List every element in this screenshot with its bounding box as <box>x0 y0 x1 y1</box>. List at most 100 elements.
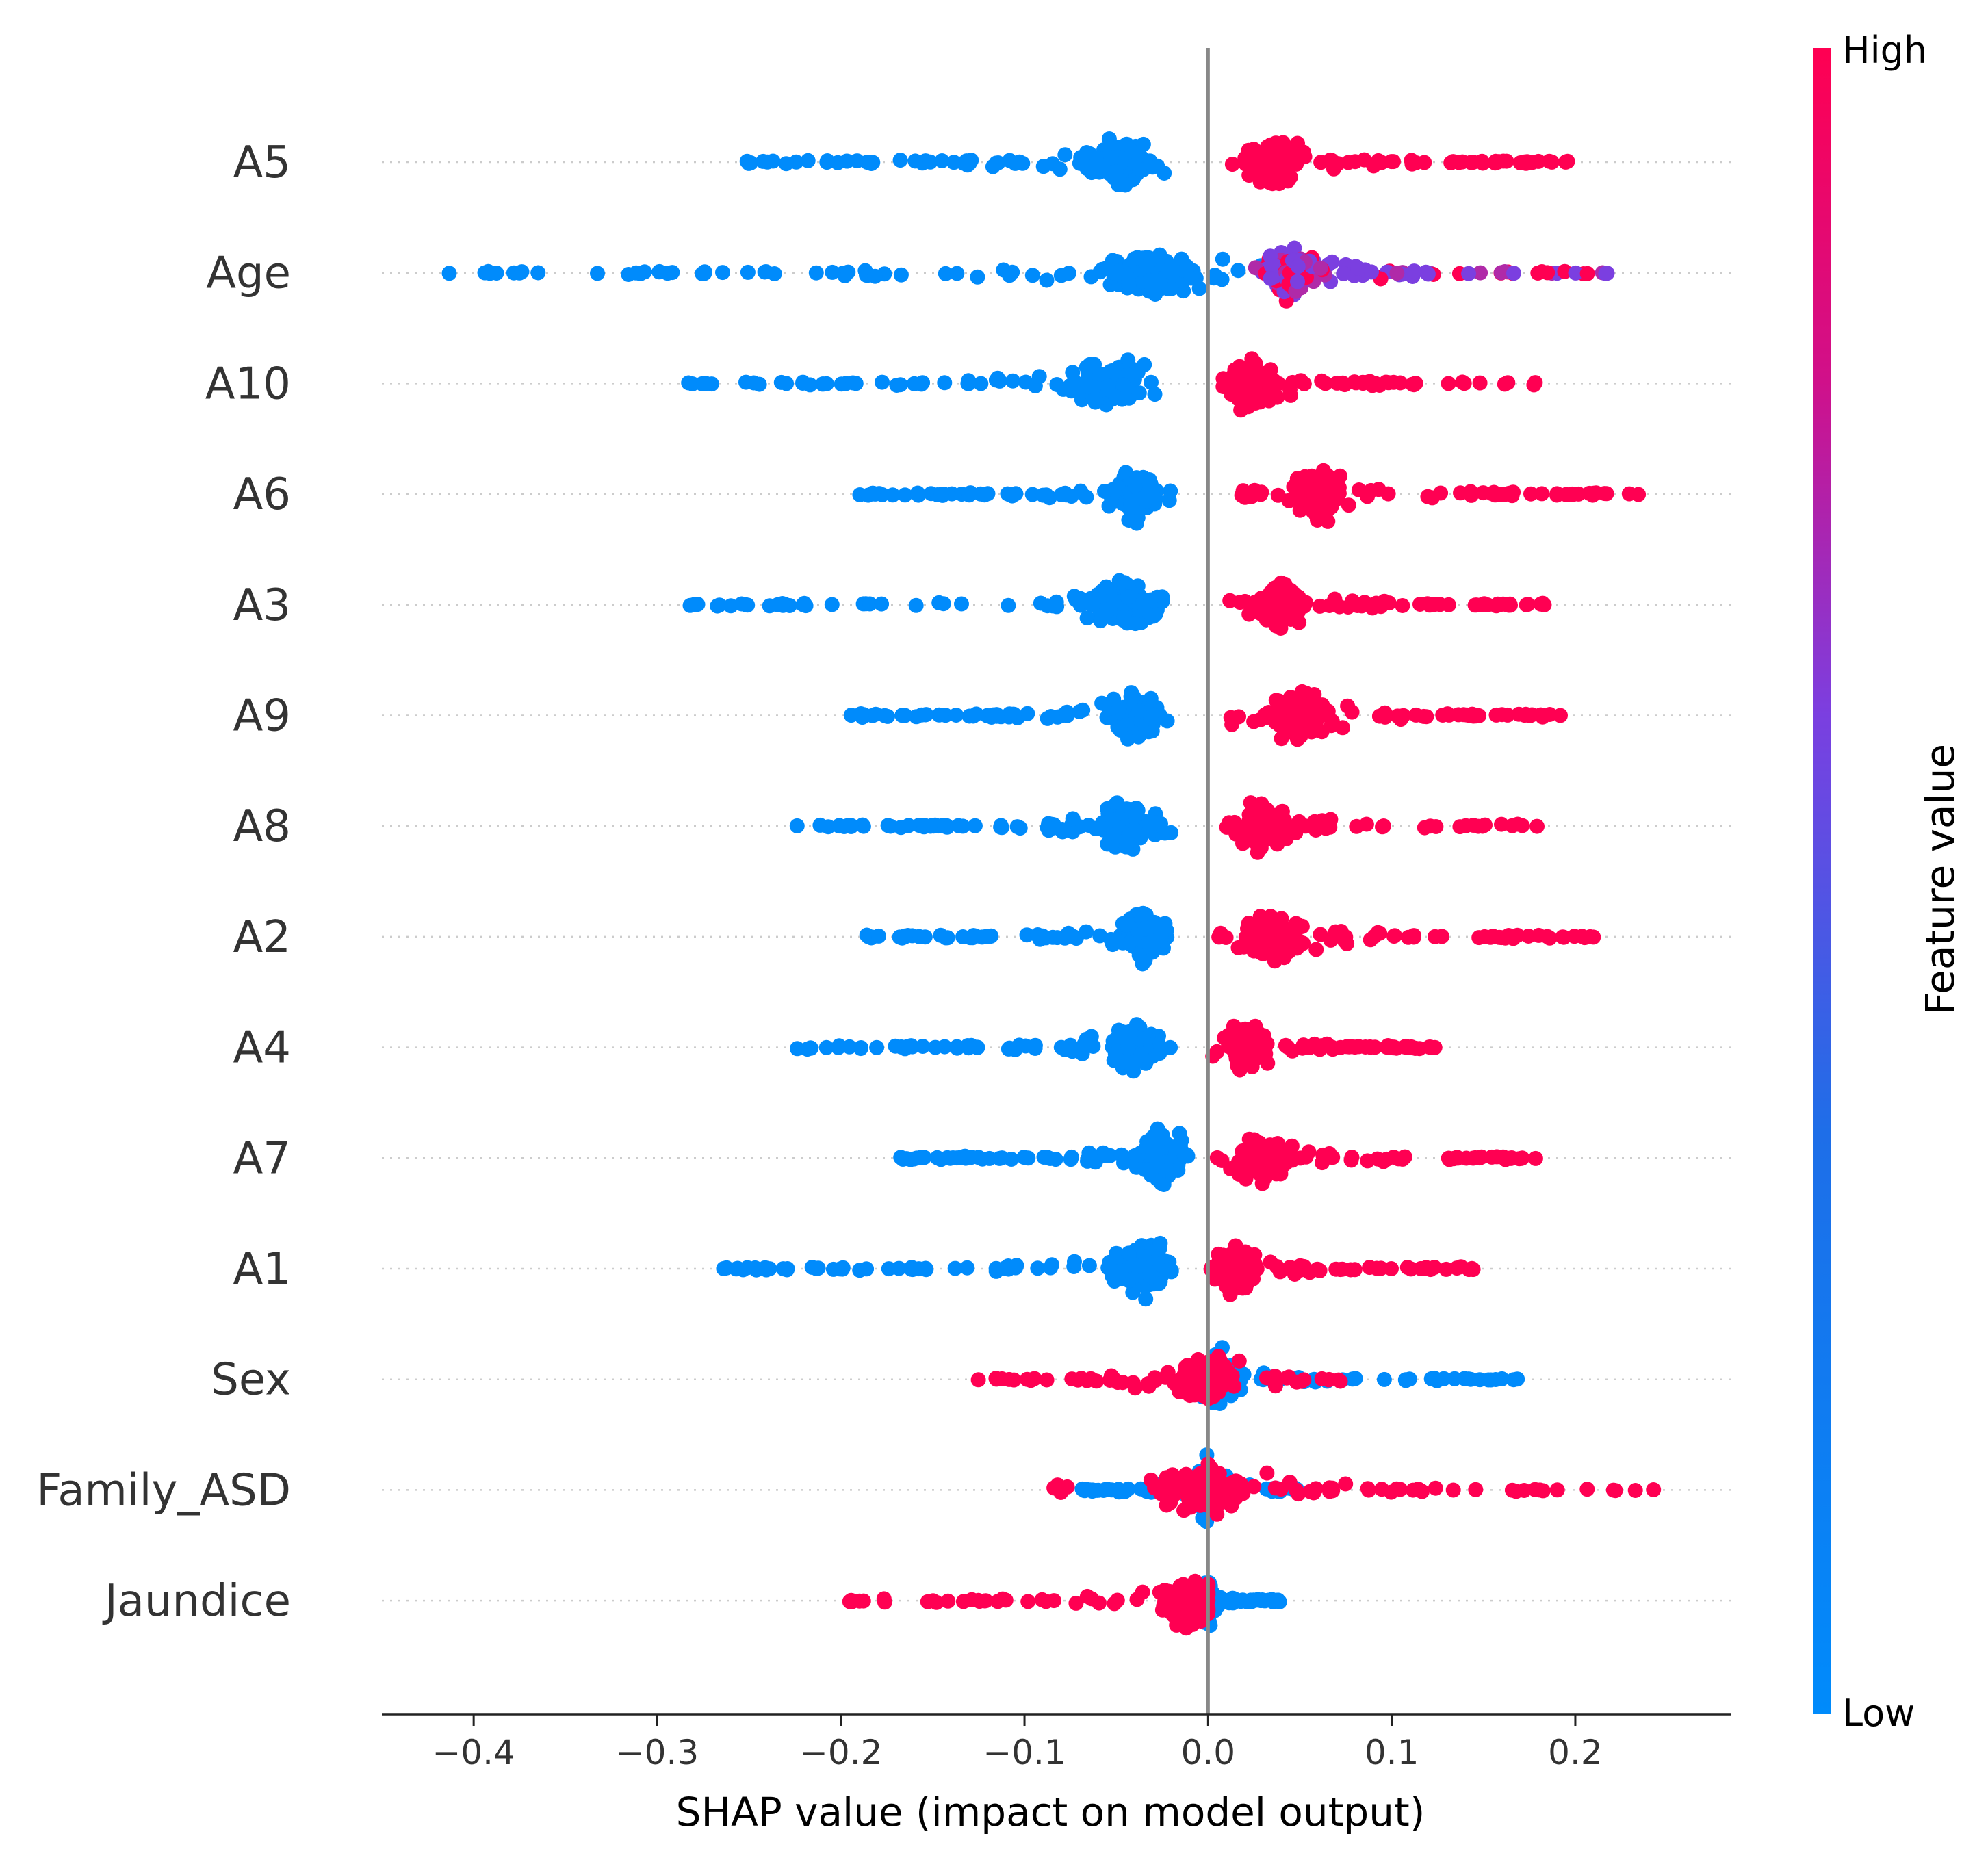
shap-point-a10-low <box>915 375 931 391</box>
shap-point-a2-low <box>1019 927 1035 943</box>
shap-point-a6-high <box>1305 501 1321 517</box>
shap-point-a7-high <box>1266 1150 1281 1165</box>
shap-point-a3-low <box>954 596 969 612</box>
shap-point-family-asd-high <box>1535 1483 1551 1499</box>
shap-point-sex-low <box>1376 1371 1392 1387</box>
shap-point-a5-high <box>1330 156 1346 172</box>
shap-point-a1-low <box>1152 1235 1168 1251</box>
shap-point-a4-low <box>894 1039 909 1055</box>
shap-point-a10-low <box>1115 377 1131 393</box>
shap-point-a5-low <box>1118 177 1133 193</box>
shap-point-a1-low <box>809 1260 825 1276</box>
shap-point-a9-high <box>1395 708 1411 723</box>
shap-point-a5-high <box>1499 153 1514 169</box>
shap-point-family-asd-high <box>1219 1477 1235 1493</box>
shap-point-a4-high <box>1423 1039 1438 1055</box>
shap-point-a6-low <box>1035 487 1051 503</box>
shap-point-age-low <box>1039 272 1055 288</box>
shap-point-a5-low <box>860 155 875 170</box>
shap-point-a10-high <box>1264 374 1280 390</box>
shap-point-a9-low <box>853 707 869 723</box>
shap-point-a2-high <box>1542 930 1558 946</box>
shap-point-family-asd-high <box>1165 1482 1180 1497</box>
shap-point-a5-high <box>1373 155 1389 170</box>
shap-point-a7-low <box>957 1148 973 1164</box>
shap-point-a5-high <box>1474 153 1490 169</box>
shap-point-jaundice-high <box>1185 1592 1200 1608</box>
shap-point-sex-high <box>1296 1372 1312 1388</box>
shap-point-family-asd-high <box>1549 1482 1565 1498</box>
shap-point-a8-high <box>1375 819 1390 835</box>
feature-label: A6 <box>233 469 292 520</box>
shap-point-a9-high <box>1278 699 1293 715</box>
shap-point-a8-low <box>994 820 1009 836</box>
shap-point-a9-low <box>1132 727 1148 742</box>
feature-label: A3 <box>233 580 292 631</box>
shap-point-a1-high <box>1294 1262 1310 1278</box>
shap-point-a6-high <box>1621 486 1637 502</box>
shap-point-age-low <box>1165 266 1180 281</box>
shap-point-family-asd-high <box>1046 1480 1062 1496</box>
feature-row-a10 <box>681 351 1543 418</box>
shap-point-a6-low <box>1163 483 1178 499</box>
shap-point-a3-low <box>1143 592 1159 608</box>
shap-point-a7-low <box>1063 1149 1079 1165</box>
shap-point-jaundice-high <box>1084 1591 1099 1607</box>
shap-point-age-high <box>1540 265 1555 281</box>
shap-point-a3-high <box>1427 597 1443 612</box>
shap-point-a2-high <box>1471 930 1487 946</box>
shap-point-a1-high <box>1461 1262 1477 1278</box>
feature-label: A7 <box>233 1133 292 1184</box>
shap-point-a5-low <box>946 155 961 170</box>
shap-point-a9-high <box>1258 710 1274 725</box>
shap-point-a1-low <box>1081 1258 1097 1273</box>
shap-point-a10-high <box>1296 376 1312 391</box>
shap-point-a5-high <box>1272 161 1288 177</box>
shap-point-age-high <box>1598 266 1614 281</box>
shap-point-a1-high <box>1215 1257 1230 1273</box>
shap-point-age-low <box>970 269 985 285</box>
shap-point-a7-high <box>1527 1150 1543 1166</box>
shap-point-a5-high <box>1445 154 1461 170</box>
shap-point-a3-low <box>1001 597 1016 613</box>
shap-point-sex-low <box>1483 1372 1499 1388</box>
shap-point-a7-high <box>1360 1153 1376 1169</box>
shap-point-age-low <box>1179 259 1194 274</box>
shap-point-a6-low <box>933 487 949 502</box>
shap-point-a10-high <box>1472 375 1488 391</box>
shap-point-a10-high <box>1218 375 1234 391</box>
shap-point-age-low <box>441 266 457 281</box>
shap-point-a10-low <box>845 375 861 391</box>
shap-point-age-low <box>808 265 824 281</box>
shap-point-age-low <box>1215 251 1230 267</box>
shap-point-a8-high <box>1318 820 1334 836</box>
shap-point-a8-low <box>893 820 909 836</box>
feature-label: A1 <box>233 1244 292 1295</box>
shap-point-family-asd-high <box>1203 1460 1219 1476</box>
shap-point-a8-high <box>1428 819 1444 834</box>
shap-point-age-high <box>1364 264 1379 280</box>
shap-point-family-asd-high <box>1163 1495 1178 1510</box>
shap-point-a2-low <box>1118 917 1134 933</box>
shap-point-family-asd-high <box>1608 1483 1623 1499</box>
shap-point-a4-high <box>1226 1033 1241 1048</box>
shap-point-a7-high <box>1503 1150 1519 1166</box>
shap-point-a5-low <box>756 153 771 169</box>
feature-label: Age <box>206 248 291 299</box>
shap-point-a1-low <box>1009 1258 1024 1273</box>
shap-point-a2-high <box>1485 929 1501 944</box>
shap-point-age-high <box>1557 263 1573 279</box>
shap-point-a3-high <box>1412 597 1428 612</box>
shap-point-family-asd-high <box>1579 1482 1595 1497</box>
shap-point-a4-low <box>831 1039 846 1055</box>
shap-point-a7-high <box>1209 1150 1225 1165</box>
shap-point-family-asd-high <box>1153 1486 1169 1501</box>
shap-point-family-asd-high <box>1165 1467 1180 1483</box>
shap-point-a8-high <box>1252 825 1268 840</box>
shap-point-a1-low <box>1067 1254 1082 1269</box>
shap-point-family-asd-high <box>1181 1498 1196 1514</box>
shap-point-a10-low <box>937 375 953 391</box>
shap-point-a4-high <box>1408 1040 1423 1056</box>
shap-point-jaundice-high <box>1172 1590 1188 1606</box>
shap-point-a9-high <box>1304 702 1319 718</box>
